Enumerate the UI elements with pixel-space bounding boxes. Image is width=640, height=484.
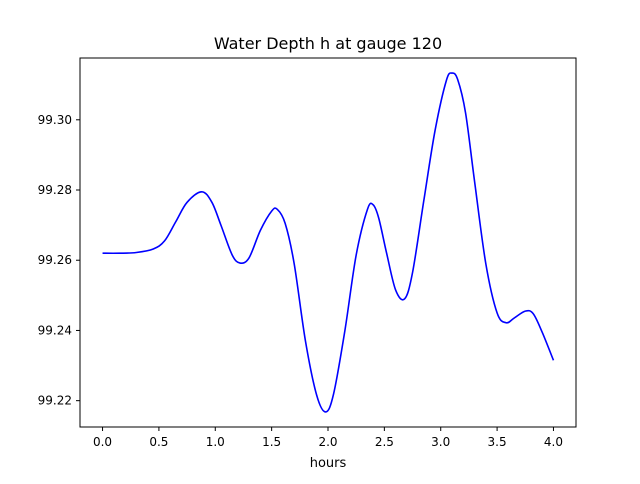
y-tick-label: 99.30 [38,113,72,127]
y-tick-label: 99.24 [38,323,72,337]
axes-layer: 0.0 0.5 1.0 1.5 2.0 2.5 3.0 3.5 4.0 99.22 99.24 99.… [38,113,563,449]
x-tick-label: 2.0 [318,435,337,449]
x-tick-label: 0.5 [149,435,168,449]
x-tick-label: 1.0 [206,435,225,449]
x-tick-label: 1.5 [262,435,281,449]
x-tick-label: 3.5 [488,435,507,449]
x-tick-label: 4.0 [544,435,563,449]
x-axis-label: hours [310,456,347,471]
y-tick-label: 99.22 [38,394,72,408]
x-tick-label: 2.5 [375,435,394,449]
series-line [102,72,555,413]
x-tick-label: 3.0 [431,435,450,449]
chart-title: Water Depth h at gauge 120 [214,34,442,53]
x-tick-label: 0.0 [93,435,112,449]
y-tick-label: 99.26 [38,253,72,267]
y-tick-label: 99.28 [38,183,72,197]
plot-data-layer [102,72,555,413]
